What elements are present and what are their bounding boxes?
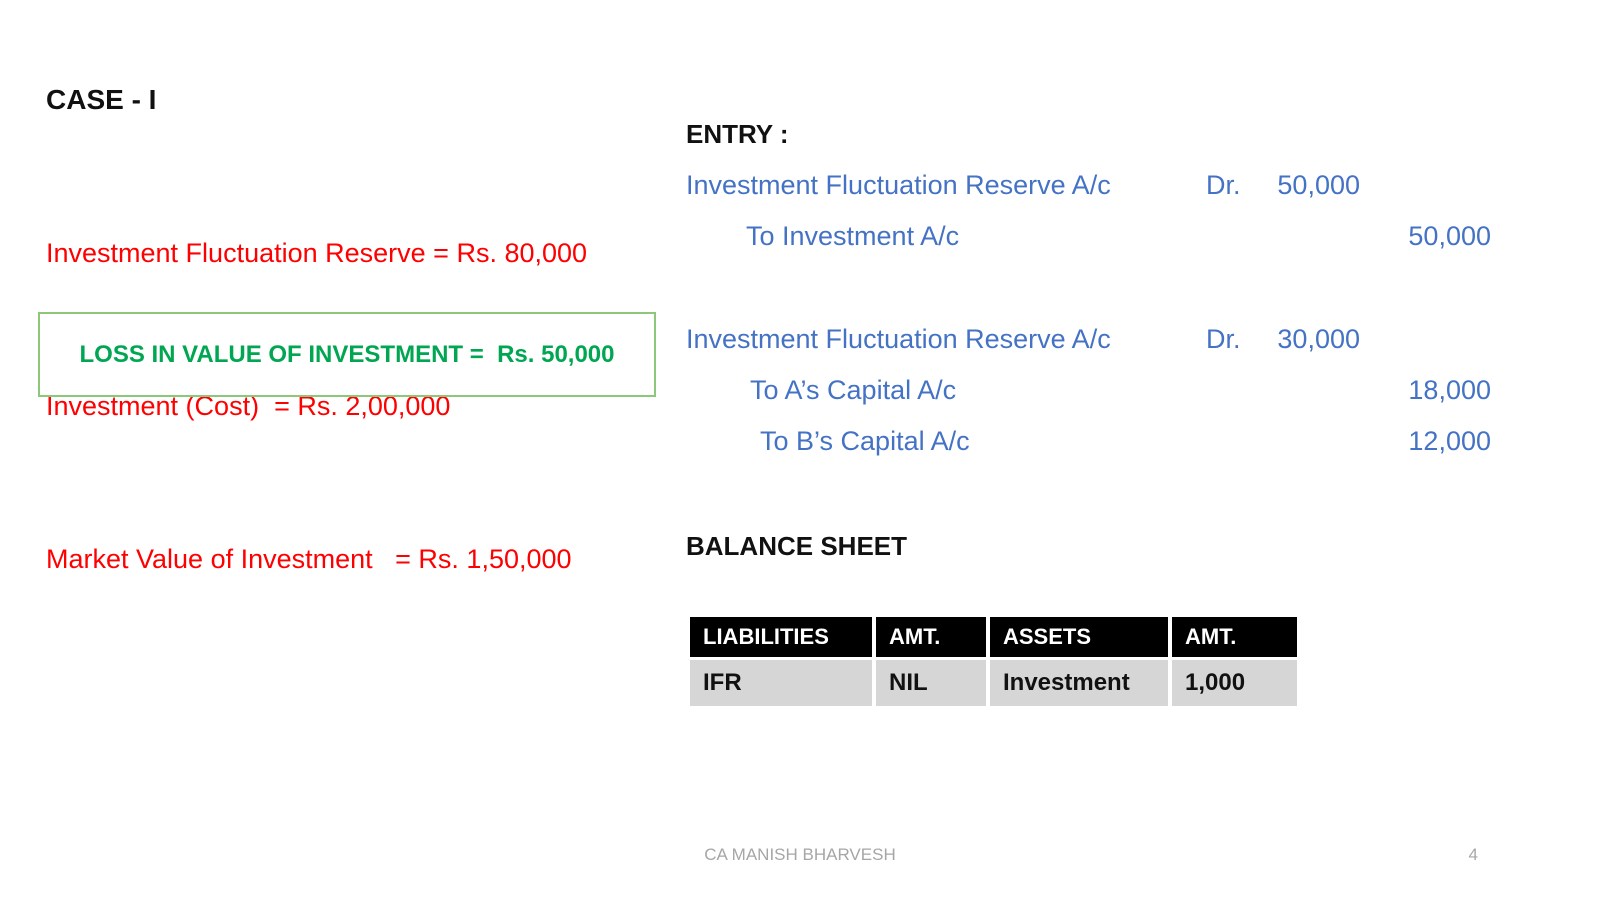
account-name: Investment Fluctuation Reserve A/c [686,170,1111,200]
slide-page-number: 4 [1468,845,1478,864]
credit-amount: 50,000 [1408,221,1491,251]
credit-amount: 18,000 [1408,375,1491,405]
fact-line-ifr: Investment Fluctuation Reserve = Rs. 80,… [46,238,588,268]
credit-amount: 12,000 [1408,426,1491,456]
account-name: To Investment A/c [746,221,960,251]
col-header-amt-2: AMT. [1172,617,1297,657]
table-row: IFR NIL Investment 1,000 [690,660,1297,706]
dr-label: Dr. [1206,324,1241,354]
entry-spacer [686,262,1491,314]
col-header-assets: ASSETS [990,617,1168,657]
col-header-amt-1: AMT. [876,617,986,657]
case-facts: Investment Fluctuation Reserve = Rs. 80,… [46,126,587,687]
cell-asset-name: Investment [990,660,1168,706]
cell-liability-amount: NIL [876,660,986,706]
account-name: To A’s Capital A/c [750,375,957,405]
table-header-row: LIABILITIES AMT. ASSETS AMT. [690,617,1297,657]
entry-line-debit-2: Investment Fluctuation Reserve A/c Dr. 3… [686,314,1491,365]
dr-label: Dr. [1206,170,1241,200]
case-title: CASE - I [46,84,157,115]
entry-line-debit-1: Investment Fluctuation Reserve A/c Dr. 5… [686,160,1491,211]
loss-highlight-text: LOSS IN VALUE OF INVESTMENT = Rs. 50,000 [79,340,615,368]
entry-line-credit-2a: To A’s Capital A/c 18,000 [686,365,1491,416]
footer-author: CA MANISH BHARVESH [704,845,896,864]
account-name: Investment Fluctuation Reserve A/c [686,324,1111,354]
cell-asset-amount: 1,000 [1172,660,1297,706]
entry-line-credit-1: To Investment A/c 50,000 [686,211,1491,262]
debit-amount: 30,000 [1277,324,1360,354]
balance-sheet-heading: BALANCE SHEET [686,531,908,561]
entry-heading: ENTRY : [686,119,789,149]
debit-amount: 50,000 [1277,170,1360,200]
loss-highlight-box: LOSS IN VALUE OF INVESTMENT = Rs. 50,000 [38,312,656,397]
journal-entries: Investment Fluctuation Reserve A/c Dr. 5… [686,160,1491,467]
entry-line-credit-2b: To B’s Capital A/c 12,000 [686,416,1491,467]
fact-line-market-value: Market Value of Investment = Rs. 1,50,00… [46,544,572,574]
col-header-liabilities: LIABILITIES [690,617,872,657]
balance-sheet-table: LIABILITIES AMT. ASSETS AMT. IFR NIL Inv… [686,614,1301,709]
cell-liability-name: IFR [690,660,872,706]
account-name: To B’s Capital A/c [760,426,970,456]
